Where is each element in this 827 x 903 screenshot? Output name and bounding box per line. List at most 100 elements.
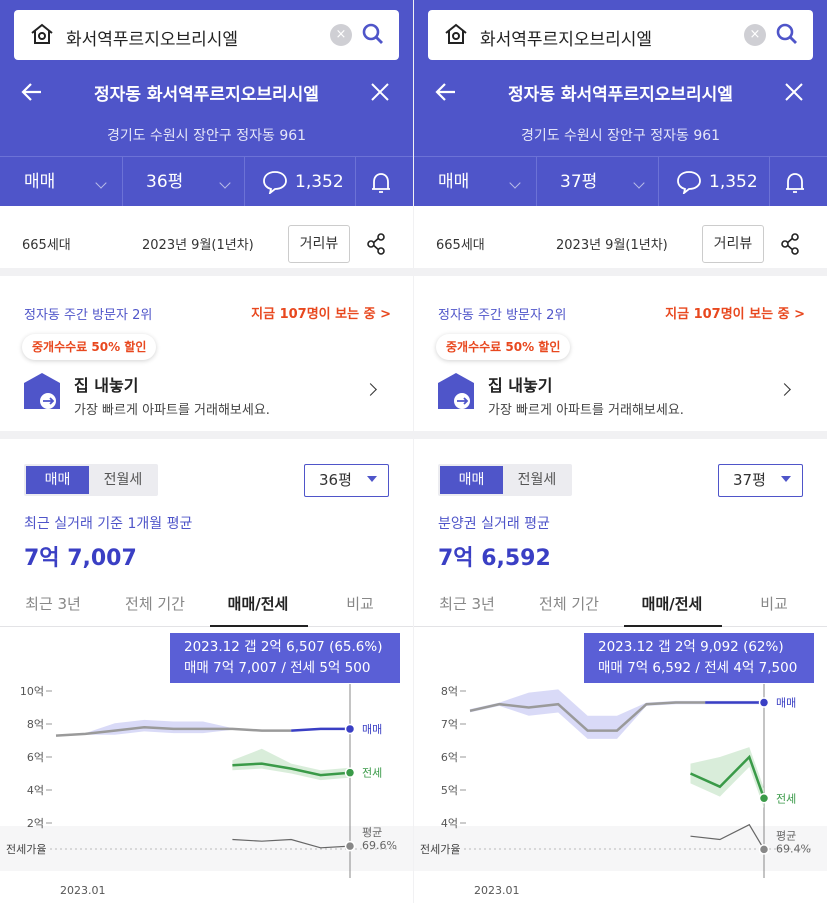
comment-icon[interactable] <box>676 170 702 194</box>
panel-36: 화서역푸르지오브리시엘 × 정자동 화서역푸르지오브리시엘 경기도 수원시 장안… <box>0 0 413 903</box>
jeonse-range-band <box>232 748 350 781</box>
household-count: 665세대 <box>22 238 71 253</box>
tooltip-line1: 2023.12 갭 2억 9,092 (62%) <box>598 639 784 655</box>
header-tabs: 매매 36평 1,352 <box>0 156 413 207</box>
live-viewers[interactable]: 지금 107명이 보는 중 > <box>665 307 805 322</box>
fee-discount-badge: 중개수수료 50% 할인 <box>22 334 157 360</box>
chevron-right-icon[interactable] <box>364 383 377 396</box>
jeonse-end-label: 전세 <box>362 767 382 780</box>
header: 화서역푸르지오브리시엘 × 정자동 화서역푸르지오브리시엘 경기도 수원시 장안… <box>414 0 827 207</box>
sell-title[interactable]: 집 내놓기 <box>74 376 139 395</box>
comment-icon[interactable] <box>262 170 288 194</box>
ratio-end-point <box>344 840 356 852</box>
tab-sale-jeonse[interactable]: 매매/전세 <box>641 595 703 613</box>
search-query[interactable]: 화서역푸르지오브리시엘 <box>66 30 239 50</box>
seg-sale[interactable]: 매매 <box>26 466 89 494</box>
tab-all-period[interactable]: 전체 기간 <box>539 595 599 613</box>
bell-icon[interactable] <box>784 171 806 195</box>
close-icon[interactable] <box>370 82 390 102</box>
ratio-end-point <box>758 844 770 855</box>
x-axis-bg <box>0 881 413 903</box>
share-icon[interactable] <box>366 233 386 255</box>
tab-all-period[interactable]: 전체 기간 <box>125 595 185 613</box>
sell-subtitle: 가장 빠르게 아파트를 거래해보세요. <box>488 403 684 418</box>
clear-icon[interactable]: × <box>330 24 352 46</box>
chevron-right-icon[interactable] <box>778 383 791 396</box>
home-icon[interactable] <box>444 23 468 45</box>
search-bar[interactable]: 화서역푸르지오브리시엘 × <box>14 10 399 60</box>
size-dropdown[interactable]: 36평 <box>146 172 184 192</box>
size-dropdown[interactable]: 37평 <box>560 172 598 192</box>
back-arrow-icon[interactable] <box>434 80 458 104</box>
period-tabs: 최근 3년 전체 기간 매매/전세 비교 <box>414 583 827 627</box>
search-icon[interactable] <box>776 23 798 45</box>
house-sell-icon <box>438 373 474 409</box>
avg-label: 분양권 실거래 평균 <box>438 516 550 532</box>
chart-tooltip: 2023.12 갭 2억 9,092 (62%) 매매 7억 6,592 / 전… <box>584 633 814 683</box>
home-icon[interactable] <box>30 23 54 45</box>
house-sell-icon <box>24 373 60 409</box>
sale-line-past <box>55 726 292 737</box>
y-tick-label: 4억 <box>441 817 458 830</box>
chevron-down-icon <box>219 177 231 189</box>
complex-info: 665세대 2023년 9월(1년차) 거리뷰 <box>0 206 413 276</box>
header: 화서역푸르지오브리시엘 × 정자동 화서역푸르지오브리시엘 경기도 수원시 장안… <box>0 0 413 207</box>
clear-icon[interactable]: × <box>744 24 766 46</box>
jeonse-end-point <box>344 767 356 778</box>
jeonse-line <box>232 762 351 777</box>
tooltip-line2: 매매 7억 6,592 / 전세 4억 7,500 <box>598 660 798 676</box>
search-bar[interactable]: 화서역푸르지오브리시엘 × <box>428 10 813 60</box>
avg-label: 최근 실거래 기준 1개월 평균 <box>24 516 193 532</box>
close-icon[interactable] <box>784 82 804 102</box>
size-select-value: 37평 <box>733 471 766 489</box>
fee-discount-badge: 중개수수료 50% 할인 <box>436 334 571 360</box>
visitor-rank[interactable]: 정자동 주간 방문자 2위 <box>438 308 567 323</box>
ratio-line <box>690 823 765 850</box>
seg-rent[interactable]: 전월세 <box>517 472 557 488</box>
avg-end-label: 평균 <box>776 829 796 842</box>
bell-icon[interactable] <box>370 171 392 195</box>
page-title: 정자동 화서역푸르지오브리시엘 <box>94 85 319 105</box>
tab-compare[interactable]: 비교 <box>760 595 788 613</box>
header-tabs: 매매 37평 1,352 <box>414 156 827 207</box>
tab-sale-jeonse[interactable]: 매매/전세 <box>227 595 289 613</box>
page-title: 정자동 화서역푸르지오브리시엘 <box>508 85 733 105</box>
y-tick-label: 2억 <box>27 817 44 830</box>
live-viewers[interactable]: 지금 107명이 보는 중 > <box>251 307 391 322</box>
size-select-value: 36평 <box>319 471 352 489</box>
avg-end-label: 평균 <box>362 826 382 839</box>
back-arrow-icon[interactable] <box>20 80 44 104</box>
share-icon[interactable] <box>780 233 800 255</box>
active-tab-underline <box>210 625 308 627</box>
deal-type-dropdown[interactable]: 매매 <box>438 172 470 192</box>
sell-subtitle: 가장 빠르게 아파트를 거래해보세요. <box>74 403 270 418</box>
tab-recent-3y[interactable]: 최근 3년 <box>25 595 81 613</box>
seg-sale[interactable]: 매매 <box>440 466 503 494</box>
street-view-button[interactable]: 거리뷰 <box>288 225 350 263</box>
comment-count[interactable]: 1,352 <box>709 172 758 192</box>
visitor-rank[interactable]: 정자동 주간 방문자 2위 <box>24 308 153 323</box>
comment-count[interactable]: 1,352 <box>295 172 344 192</box>
search-icon[interactable] <box>362 23 384 45</box>
sell-title[interactable]: 집 내놓기 <box>488 376 553 395</box>
size-select[interactable]: 36평 <box>304 464 389 497</box>
sale-end-point <box>758 697 770 708</box>
address: 경기도 수원시 장안구 정자동 961 <box>520 128 721 144</box>
ratio-line <box>232 838 351 849</box>
ratio-label: 전세가율 <box>420 843 460 856</box>
tab-compare[interactable]: 비교 <box>346 595 374 613</box>
search-query[interactable]: 화서역푸르지오브리시엘 <box>480 30 653 50</box>
chart-tooltip: 2023.12 갭 2억 6,507 (65.6%) 매매 7억 7,007 /… <box>170 633 400 683</box>
seg-rent[interactable]: 전월세 <box>103 472 143 488</box>
sale-end-label: 매매 <box>776 697 796 710</box>
chevron-down-icon <box>633 177 645 189</box>
jeonse-end-point <box>758 793 770 804</box>
deal-type-dropdown[interactable]: 매매 <box>24 172 56 192</box>
jeonse-line <box>689 754 766 799</box>
street-view-button[interactable]: 거리뷰 <box>702 225 764 263</box>
size-select[interactable]: 37평 <box>718 464 803 497</box>
tab-recent-3y[interactable]: 최근 3년 <box>439 595 495 613</box>
avg-end-value: 69.6% <box>362 839 397 852</box>
